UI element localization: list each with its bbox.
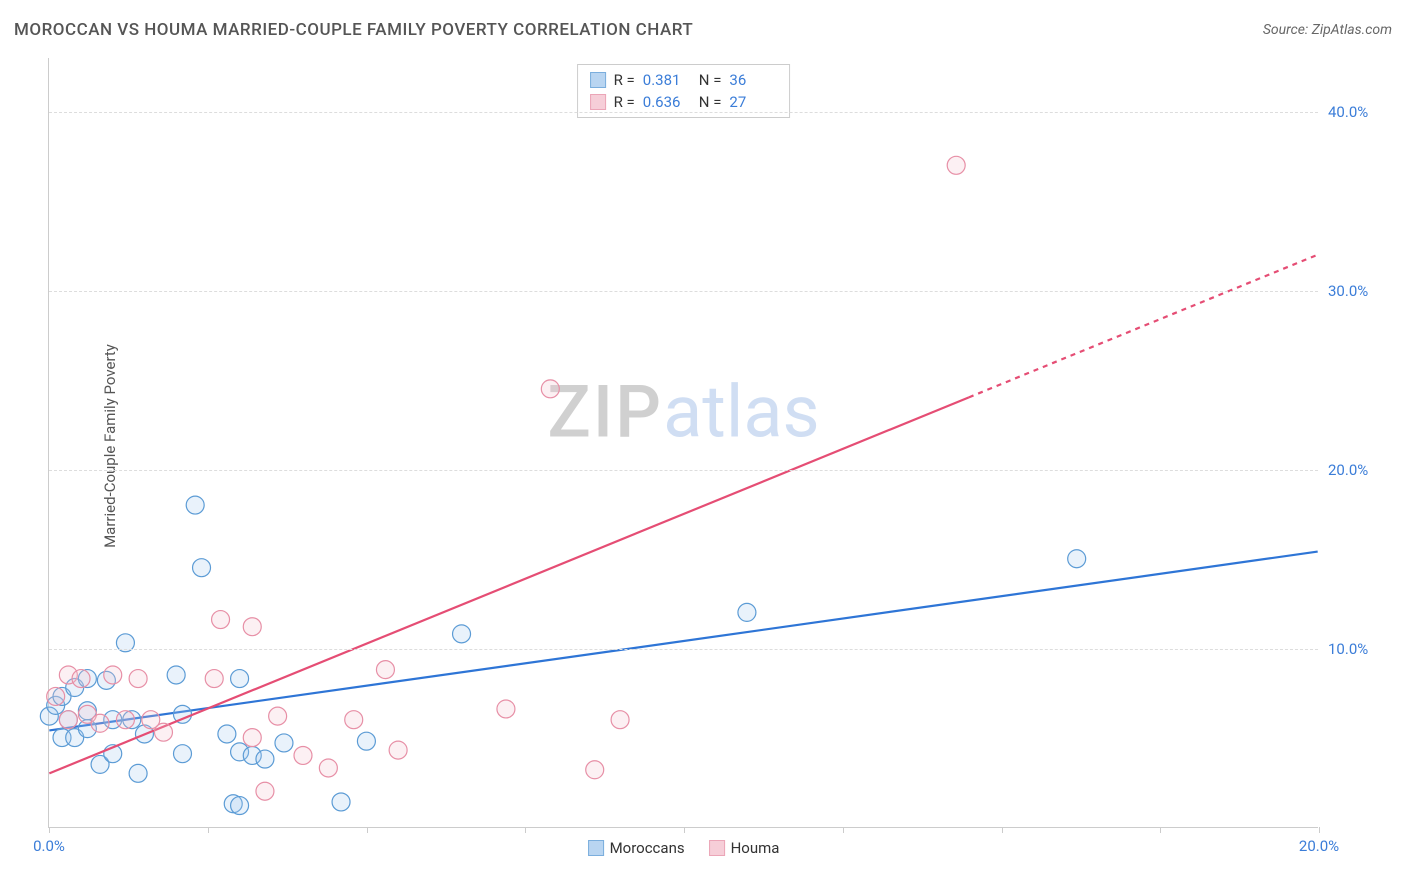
data-point <box>193 559 211 577</box>
data-point <box>357 732 375 750</box>
data-point <box>738 603 756 621</box>
data-point <box>167 666 185 684</box>
data-point <box>129 670 147 688</box>
data-point <box>497 700 515 718</box>
data-point <box>1068 550 1086 568</box>
stat-legend-row: R = 0.381 N = 36 <box>590 69 778 91</box>
stat-legend-row: R = 0.636 N = 27 <box>590 91 778 113</box>
stat-legend-box: R = 0.381 N = 36 R = 0.636 N = 27 <box>577 64 791 118</box>
legend-swatch <box>588 840 604 856</box>
data-point <box>275 734 293 752</box>
y-tick-label: 40.0% <box>1328 103 1388 121</box>
data-point <box>174 745 192 763</box>
data-point <box>611 711 629 729</box>
grid-line <box>49 649 1318 650</box>
series-legend-label: Moroccans <box>610 839 685 857</box>
data-point <box>47 687 65 705</box>
source-label: Source: ZipAtlas.com <box>1263 22 1392 38</box>
data-point <box>72 670 90 688</box>
data-point <box>376 661 394 679</box>
y-tick-label: 20.0% <box>1328 461 1388 479</box>
series-legend-label: Houma <box>731 839 780 857</box>
data-point <box>231 797 249 815</box>
data-point <box>541 380 559 398</box>
legend-swatch <box>590 72 606 88</box>
x-tick <box>1002 827 1003 833</box>
chart-title: MOROCCAN VS HOUMA MARRIED-COUPLE FAMILY … <box>14 20 693 40</box>
data-point <box>269 707 287 725</box>
series-legend-item: Houma <box>709 839 780 857</box>
x-tick-label: 20.0% <box>1299 837 1339 855</box>
data-point <box>243 618 261 636</box>
data-point <box>345 711 363 729</box>
data-point <box>243 729 261 747</box>
x-tick <box>525 827 526 833</box>
legend-swatch <box>590 94 606 110</box>
data-point <box>453 625 471 643</box>
data-point <box>205 670 223 688</box>
data-point <box>91 714 109 732</box>
data-point <box>294 746 312 764</box>
stat-r-value: 0.381 <box>643 71 691 89</box>
x-tick-label: 0.0% <box>33 837 65 855</box>
data-point <box>218 725 236 743</box>
x-tick <box>49 827 50 833</box>
data-point <box>586 761 604 779</box>
grid-line <box>49 112 1318 113</box>
series-legend: Moroccans Houma <box>588 839 780 857</box>
stat-r-label: R = <box>614 93 635 111</box>
data-point <box>332 793 350 811</box>
scatter-plot-svg <box>49 58 1318 827</box>
data-point <box>231 670 249 688</box>
data-point <box>154 723 172 741</box>
data-point <box>389 741 407 759</box>
x-tick <box>208 827 209 833</box>
stat-r-value: 0.636 <box>643 93 691 111</box>
y-tick-label: 30.0% <box>1328 282 1388 300</box>
data-point <box>256 750 274 768</box>
data-point <box>116 711 134 729</box>
x-tick <box>1319 827 1320 833</box>
data-point <box>186 496 204 514</box>
legend-swatch <box>709 840 725 856</box>
stat-n-label: N = <box>699 71 722 89</box>
data-point <box>129 764 147 782</box>
trend-line-extrapolated <box>969 255 1318 398</box>
y-tick-label: 10.0% <box>1328 640 1388 658</box>
x-tick <box>1160 827 1161 833</box>
series-legend-item: Moroccans <box>588 839 685 857</box>
data-point <box>947 156 965 174</box>
data-point <box>59 711 77 729</box>
stat-r-label: R = <box>614 71 635 89</box>
data-point <box>256 782 274 800</box>
trend-line <box>49 552 1317 731</box>
data-point <box>319 759 337 777</box>
stat-n-value: 36 <box>729 71 777 89</box>
stat-n-value: 27 <box>729 93 777 111</box>
data-point <box>104 666 122 684</box>
x-tick <box>843 827 844 833</box>
chart-plot-area: ZIPatlas R =0.381N =36R =0.636N =27 Moro… <box>48 58 1318 828</box>
grid-line <box>49 470 1318 471</box>
grid-line <box>49 291 1318 292</box>
data-point <box>212 611 230 629</box>
stat-n-label: N = <box>699 93 722 111</box>
x-tick <box>367 827 368 833</box>
x-tick <box>684 827 685 833</box>
